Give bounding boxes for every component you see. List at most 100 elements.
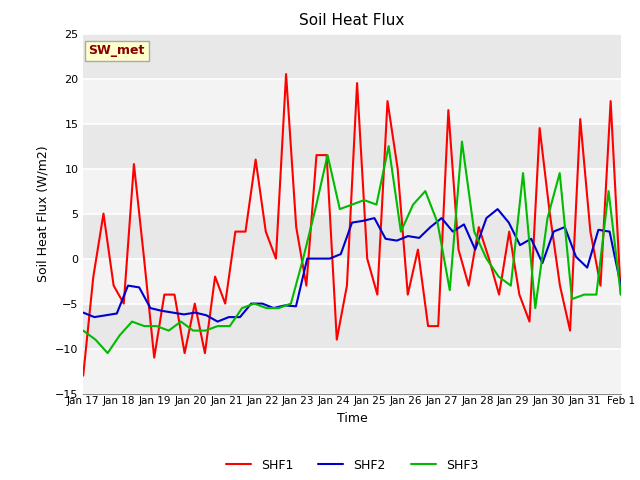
SHF2 — [393, 238, 401, 243]
SHF1 — [454, 247, 462, 252]
SHF3 — [202, 328, 209, 334]
SHF2 — [371, 215, 378, 221]
SHF2 — [572, 254, 580, 260]
SHF3 — [189, 328, 197, 334]
SHF1 — [282, 71, 290, 77]
SHF3 — [360, 197, 368, 203]
SHF2 — [584, 264, 591, 270]
SHF2 — [303, 256, 311, 262]
X-axis label: Time: Time — [337, 412, 367, 425]
SHF2 — [225, 314, 233, 320]
SHF2 — [202, 312, 210, 318]
SHF2 — [460, 221, 468, 227]
SHF3 — [92, 336, 99, 342]
SHF2 — [259, 300, 266, 306]
SHF2 — [214, 319, 221, 324]
SHF1 — [404, 292, 412, 298]
SHF2 — [539, 260, 547, 266]
SHF3 — [104, 350, 111, 356]
SHF2 — [136, 285, 143, 290]
SHF2 — [527, 236, 535, 241]
SHF3 — [446, 287, 454, 293]
Legend: SHF1, SHF2, SHF3: SHF1, SHF2, SHF3 — [221, 454, 483, 477]
SHF2 — [348, 220, 356, 226]
SHF3 — [556, 170, 564, 176]
Bar — [83, 348, 621, 394]
SHF3 — [250, 300, 258, 306]
SHF2 — [315, 256, 322, 262]
Line: SHF2: SHF2 — [83, 209, 621, 322]
SHF2 — [483, 215, 490, 221]
SHF3 — [385, 143, 392, 149]
SHF3 — [568, 296, 576, 302]
SHF2 — [561, 224, 568, 230]
SHF3 — [422, 188, 429, 194]
SHF3 — [507, 283, 515, 288]
SHF3 — [458, 139, 466, 144]
SHF2 — [606, 228, 614, 234]
SHF2 — [180, 312, 188, 317]
SHF2 — [516, 242, 524, 248]
SHF3 — [214, 323, 221, 329]
SHF1 — [171, 292, 179, 298]
Line: SHF3: SHF3 — [83, 142, 621, 353]
SHF2 — [617, 283, 625, 288]
SHF2 — [91, 314, 99, 320]
SHF2 — [404, 233, 412, 239]
SHF2 — [113, 311, 120, 316]
SHF3 — [348, 202, 356, 207]
SHF2 — [426, 224, 434, 230]
SHF2 — [236, 314, 244, 320]
SHF3 — [470, 228, 478, 234]
SHF2 — [157, 308, 165, 314]
Line: SHF1: SHF1 — [83, 74, 621, 375]
SHF2 — [505, 220, 513, 226]
Bar — [83, 79, 621, 123]
SHF2 — [595, 227, 602, 233]
SHF3 — [312, 206, 319, 212]
SHF2 — [550, 228, 557, 234]
SHF2 — [471, 247, 479, 252]
SHF3 — [238, 305, 246, 311]
SHF3 — [409, 202, 417, 207]
SHF3 — [593, 292, 600, 298]
SHF3 — [605, 188, 612, 194]
SHF3 — [165, 328, 173, 334]
SHF3 — [324, 152, 332, 158]
SHF3 — [140, 323, 148, 329]
SHF2 — [281, 302, 289, 308]
SHF3 — [177, 319, 185, 324]
SHF3 — [580, 292, 588, 298]
Bar — [83, 259, 621, 303]
SHF3 — [543, 215, 551, 221]
SHF1 — [617, 292, 625, 298]
SHF3 — [372, 202, 380, 207]
SHF3 — [397, 228, 404, 234]
SHF2 — [438, 215, 445, 221]
SHF3 — [275, 305, 282, 311]
SHF2 — [270, 305, 278, 311]
SHF2 — [147, 305, 154, 311]
SHF2 — [124, 283, 132, 288]
Bar — [83, 168, 621, 214]
SHF2 — [79, 310, 87, 315]
SHF1 — [383, 98, 391, 104]
SHF3 — [519, 170, 527, 176]
SHF2 — [169, 310, 177, 315]
Y-axis label: Soil Heat Flux (W/m2): Soil Heat Flux (W/m2) — [36, 145, 49, 282]
SHF1 — [414, 247, 422, 252]
SHF2 — [381, 236, 389, 241]
SHF3 — [336, 206, 344, 212]
SHF3 — [153, 323, 161, 329]
SHF3 — [287, 300, 295, 306]
SHF3 — [262, 305, 270, 311]
SHF3 — [617, 292, 625, 298]
SHF3 — [79, 328, 87, 334]
SHF2 — [326, 256, 333, 262]
SHF2 — [449, 228, 457, 234]
SHF2 — [191, 310, 199, 315]
SHF3 — [495, 274, 502, 279]
SHF2 — [292, 303, 300, 309]
SHF3 — [483, 256, 490, 262]
SHF3 — [434, 220, 442, 226]
